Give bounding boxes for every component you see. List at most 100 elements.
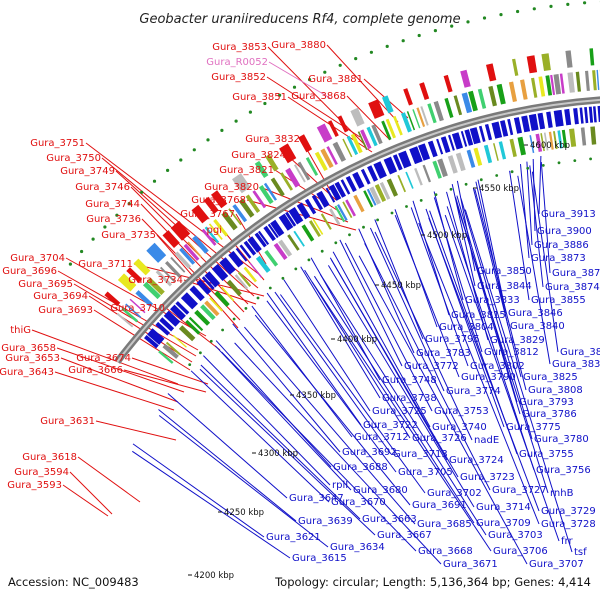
category-block [305, 157, 319, 176]
inner-dot [307, 258, 311, 262]
category-block [285, 167, 301, 188]
gene-label-left: Gura_3734 [128, 275, 183, 286]
category-block [326, 146, 338, 165]
reverse-feature [144, 335, 159, 349]
right-leader-line [132, 450, 291, 559]
category-block [332, 141, 346, 162]
gene-label-right: Gura_3774 [446, 386, 501, 397]
gene-label-left: thiG [10, 325, 31, 336]
inner-dot [495, 174, 499, 177]
category-block [393, 115, 403, 136]
gene-label-right: Gura_3738 [382, 393, 437, 404]
category-block [447, 155, 458, 174]
kbp-tick-label: 4350 kbp [296, 391, 336, 401]
right-leader-line [410, 207, 469, 367]
gene-label-right: Gura_3727 [492, 485, 547, 496]
outer-dot [532, 7, 536, 11]
gene-label-right: Gura_3702 [427, 488, 482, 499]
gene-label-left: Gura_3820 [204, 182, 259, 193]
forward-feature [298, 134, 313, 153]
forward-feature [254, 160, 269, 178]
gene-label-right: Gura_3873 [531, 253, 586, 264]
gene-label-right: Gura_3724 [449, 455, 504, 466]
outer-dot [263, 101, 267, 106]
reverse-feature [219, 257, 236, 275]
right-leader-line [520, 164, 530, 259]
forward-feature [191, 204, 209, 224]
right-leader-line [266, 292, 362, 426]
category-block [243, 266, 257, 283]
gene-label-right: nadE [474, 435, 499, 446]
forward-feature [316, 123, 333, 143]
category-block [585, 70, 590, 91]
category-block [590, 126, 597, 145]
outer-dot [248, 110, 252, 114]
category-block [405, 171, 414, 189]
category-block [135, 290, 154, 307]
category-block [165, 261, 182, 278]
category-block [379, 182, 391, 200]
category-block [342, 201, 353, 219]
reverse-feature [491, 121, 503, 139]
kbp-tick-label: 4200 kbp [194, 571, 234, 581]
gene-label-left: Gura_3711 [78, 259, 133, 270]
category-block [249, 262, 262, 278]
category-block [147, 277, 165, 296]
forward-feature [460, 69, 471, 88]
right-leader-line [319, 274, 487, 536]
gene-label-right: Gura_3900 [537, 226, 592, 237]
gene-label-left: Gura_3593 [7, 480, 62, 491]
reverse-feature [579, 107, 584, 124]
gene-label-right: Gura_3844 [477, 281, 532, 292]
right-leader-line [304, 269, 411, 439]
right-leader-line [509, 170, 530, 301]
gene-label-right: Gura_3793 [519, 397, 574, 408]
reverse-feature [247, 236, 262, 253]
gene-label-right: Gura_3879 [552, 268, 600, 279]
category-block [553, 74, 562, 95]
forward-feature [443, 74, 453, 93]
gene-label-right: Gura_3703 [488, 530, 543, 541]
gene-label-right: Gura_3843 [560, 347, 600, 358]
left-leader-line [56, 347, 185, 393]
category-block [517, 136, 526, 156]
gene-label-right: Gura_3775 [506, 422, 561, 433]
category-block [444, 97, 454, 118]
gene-label-right: Gura_3692 [342, 447, 397, 458]
inner-dot [526, 166, 530, 170]
gene-label-right: Gura_3729 [541, 506, 596, 517]
gene-label-right: Gura_3829 [490, 335, 545, 346]
category-block [183, 243, 200, 261]
gene-label-left: Gura_3674 [76, 353, 131, 364]
category-block [278, 239, 293, 257]
inner-dot [209, 339, 213, 343]
gene-label-left: Gura_3881 [308, 74, 363, 85]
inner-dot [390, 211, 394, 215]
category-block [557, 130, 563, 149]
gene-label-left: Gura_3653 [5, 353, 60, 364]
gene-label-right: Gura_3833 [465, 295, 520, 306]
gene-label-right: Gura_3691 [412, 500, 467, 511]
right-leader-line [517, 175, 551, 365]
category-block [155, 270, 173, 287]
right-leader-line [158, 415, 329, 548]
gene-label-left: Gura_3666 [68, 365, 123, 376]
right-leader-line [221, 351, 417, 552]
gene-label-right: Gura_3688 [333, 462, 388, 473]
right-leader-line [358, 255, 528, 565]
category-block [416, 107, 426, 127]
category-block [369, 186, 381, 205]
category-block [455, 152, 466, 172]
right-leader-line [444, 214, 560, 542]
category-block [252, 190, 267, 209]
right-leader-line [472, 187, 522, 378]
right-leader-line [200, 364, 361, 520]
gene-label-right: Gura_3647 [289, 493, 344, 504]
right-leader-line [132, 443, 265, 538]
right-leader-line [433, 197, 483, 353]
gene-label-right: Gura_3685 [417, 519, 472, 530]
reverse-feature [392, 154, 403, 171]
inner-dot [419, 199, 423, 202]
category-block [496, 83, 506, 105]
gene-label-right: Gura_3804 [439, 322, 494, 333]
